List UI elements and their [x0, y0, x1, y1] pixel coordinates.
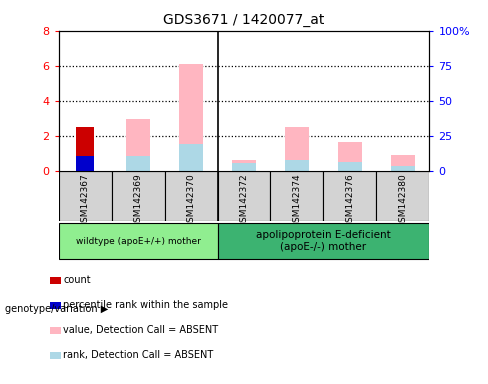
Text: apolipoprotein E-deficient
(apoE-/-) mother: apolipoprotein E-deficient (apoE-/-) mot… — [256, 230, 391, 252]
Bar — [270, 171, 324, 221]
Bar — [76, 156, 94, 171]
Bar — [324, 31, 376, 171]
Text: rank, Detection Call = ABSENT: rank, Detection Call = ABSENT — [63, 350, 214, 360]
Text: GSM142370: GSM142370 — [186, 174, 196, 228]
Bar — [218, 171, 270, 221]
Bar — [126, 119, 150, 171]
Bar — [218, 223, 429, 259]
Bar — [59, 31, 112, 171]
Bar — [338, 162, 362, 171]
Bar — [76, 127, 94, 171]
Bar — [391, 166, 415, 171]
Text: GSM142380: GSM142380 — [398, 174, 407, 228]
Bar — [112, 171, 164, 221]
Text: value, Detection Call = ABSENT: value, Detection Call = ABSENT — [63, 325, 219, 335]
Text: GSM142376: GSM142376 — [346, 174, 354, 228]
Bar — [232, 160, 256, 171]
Bar — [112, 31, 164, 171]
Bar — [376, 31, 429, 171]
Bar — [270, 31, 324, 171]
Bar — [376, 171, 429, 221]
Bar — [164, 171, 218, 221]
Bar — [232, 163, 256, 171]
Bar — [324, 171, 376, 221]
Bar — [179, 64, 203, 171]
Text: GSM142372: GSM142372 — [240, 174, 248, 228]
Bar — [218, 31, 270, 171]
Text: GSM142374: GSM142374 — [292, 174, 302, 228]
Bar — [285, 127, 309, 171]
Text: genotype/variation ▶: genotype/variation ▶ — [5, 304, 108, 314]
Text: GSM142367: GSM142367 — [81, 174, 90, 228]
Text: count: count — [63, 275, 91, 285]
Bar — [59, 171, 112, 221]
Bar — [59, 223, 218, 259]
Bar — [126, 156, 150, 171]
Bar — [338, 142, 362, 171]
Text: GSM142369: GSM142369 — [134, 174, 142, 228]
Text: percentile rank within the sample: percentile rank within the sample — [63, 300, 228, 310]
Title: GDS3671 / 1420077_at: GDS3671 / 1420077_at — [163, 13, 325, 27]
Bar — [391, 155, 415, 171]
Bar — [285, 160, 309, 171]
Text: wildtype (apoE+/+) mother: wildtype (apoE+/+) mother — [76, 237, 201, 246]
Bar — [164, 31, 218, 171]
Bar — [179, 144, 203, 171]
